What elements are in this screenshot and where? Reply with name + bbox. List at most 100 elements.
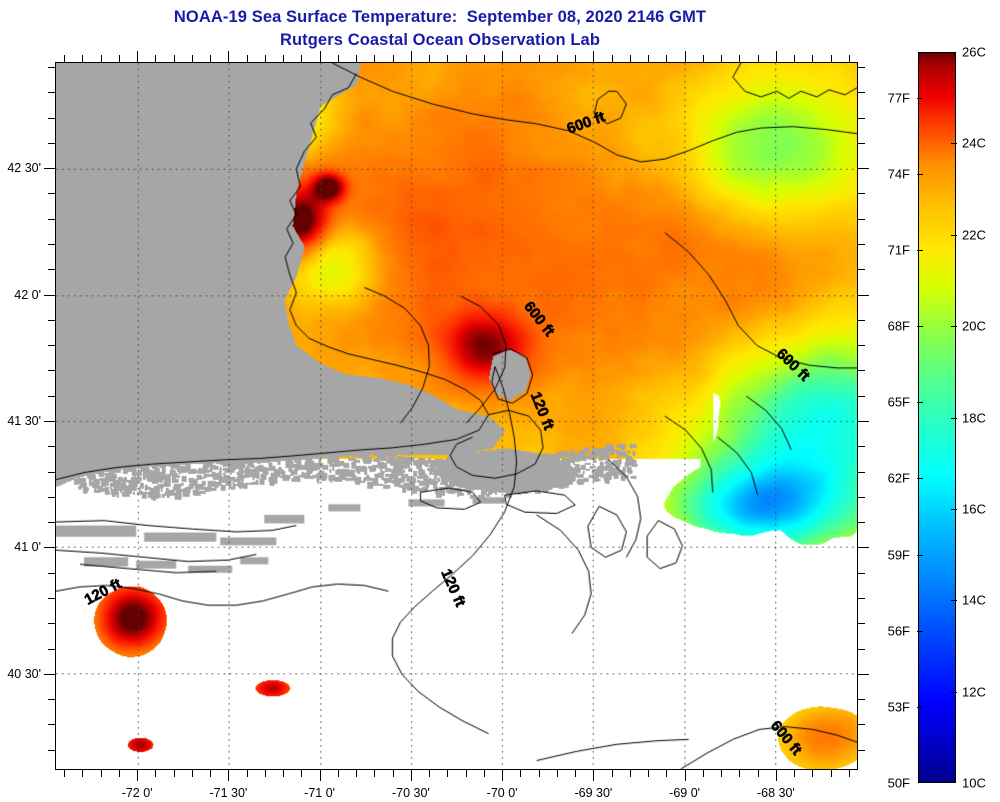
latitude-tick [48,471,55,473]
longitude-tick [648,770,650,777]
longitude-tick [721,770,723,777]
latitude-tick [48,67,55,69]
latitude-tick [48,724,55,726]
latitude-tick [858,218,865,220]
longitude-tick [575,55,577,62]
longitude-tick [100,770,102,777]
latitude-tick [44,673,55,675]
longitude-tick-label: -71 30' [209,786,248,800]
colorbar-tick-celsius [951,143,957,145]
colorbar-tick-celsius [951,234,957,236]
longitude-tick [575,770,577,777]
longitude-tick [538,55,540,62]
colorbar-tick-fahrenheit [917,173,923,175]
longitude-tick [739,770,741,777]
latitude-tick [48,370,55,372]
longitude-tick [210,55,212,62]
longitude-tick [848,55,850,62]
colorbar-tick-celsius [951,691,957,693]
longitude-tick [520,55,522,62]
colorbar-label-celsius: 20C [962,318,986,334]
longitude-tick [702,770,704,777]
longitude-tick-label: -70 0' [486,786,518,800]
colorbar-label-celsius: 26C [962,44,986,60]
temperature-colorbar[interactable]: 26C 24C 22C 20C 18C 16C 14C 12C 10C 77F 74F 71F 68F 6… [888,45,986,791]
chart-title-block: NOAA-19 Sea Surface Temperature: Septemb… [0,6,880,52]
longitude-tick [429,55,431,62]
latitude-tick [48,218,55,220]
longitude-tick-label: -69 30' [574,786,613,800]
longitude-tick [155,770,157,777]
colorbar-label-celsius: 16C [962,501,986,517]
latitude-tick [858,319,865,321]
colorbar-label-fahrenheit: 59F [887,547,910,563]
sst-map-frame[interactable]: 600 ft 600 ft 600 ft 600 ft 120 ft 120 ft 120 … [55,62,858,770]
colorbar-tick-fahrenheit [917,478,923,480]
longitude-tick [410,51,412,62]
longitude-tick [429,770,431,777]
longitude-tick [666,770,668,777]
latitude-tick [858,117,865,119]
longitude-tick [264,55,266,62]
longitude-tick [611,55,613,62]
longitude-tick [191,770,193,777]
longitude-tick-label: -70 30' [391,786,430,800]
latitude-tick [858,421,869,423]
latitude-tick [858,673,869,675]
latitude-tick [48,522,55,524]
longitude-tick [721,55,723,62]
longitude-tick [556,770,558,777]
latitude-tick [858,294,869,296]
longitude-tick [173,770,175,777]
latitude-tick [48,699,55,701]
latitude-tick-label: 41 30' [7,414,41,429]
latitude-tick [44,294,55,296]
longitude-tick [228,770,230,781]
latitude-tick [858,269,865,271]
longitude-tick-label: -68 30' [756,786,795,800]
longitude-tick [483,55,485,62]
latitude-tick [48,648,55,650]
longitude-tick [301,55,303,62]
sst-heatmap-canvas[interactable] [56,63,857,769]
latitude-tick [858,699,865,701]
latitude-tick [858,92,865,94]
longitude-tick [702,55,704,62]
longitude-tick [520,770,522,777]
latitude-tick [48,269,55,271]
longitude-tick [684,51,686,62]
colorbar-label-fahrenheit: 74F [887,166,910,182]
longitude-tick [775,770,777,781]
latitude-tick [44,421,55,423]
longitude-tick [502,770,504,781]
longitude-tick [684,770,686,781]
longitude-tick [757,770,759,777]
longitude-tick [301,770,303,777]
longitude-tick [666,55,668,62]
latitude-tick [858,193,865,195]
colorbar-label-celsius: 12C [962,684,986,700]
colorbar-label-celsius: 10C [962,775,986,791]
latitude-tick [48,319,55,321]
longitude-tick [611,770,613,777]
latitude-tick [858,749,865,751]
latitude-tick [858,370,865,372]
longitude-tick [137,51,139,62]
colorbar-tick-fahrenheit [917,706,923,708]
longitude-tick [64,55,66,62]
longitude-tick [137,770,139,781]
longitude-tick [356,55,358,62]
colorbar-tick-celsius [951,417,957,419]
longitude-tick [757,55,759,62]
longitude-tick [246,55,248,62]
colorbar-tick-celsius [951,600,957,602]
longitude-tick [775,51,777,62]
longitude-tick-label: -69 0' [669,786,701,800]
colorbar-tick-celsius [951,326,957,328]
latitude-tick [48,92,55,94]
longitude-tick [173,55,175,62]
longitude-tick [794,770,796,777]
latitude-tick [858,623,865,625]
latitude-tick [858,142,865,144]
longitude-tick [465,55,467,62]
